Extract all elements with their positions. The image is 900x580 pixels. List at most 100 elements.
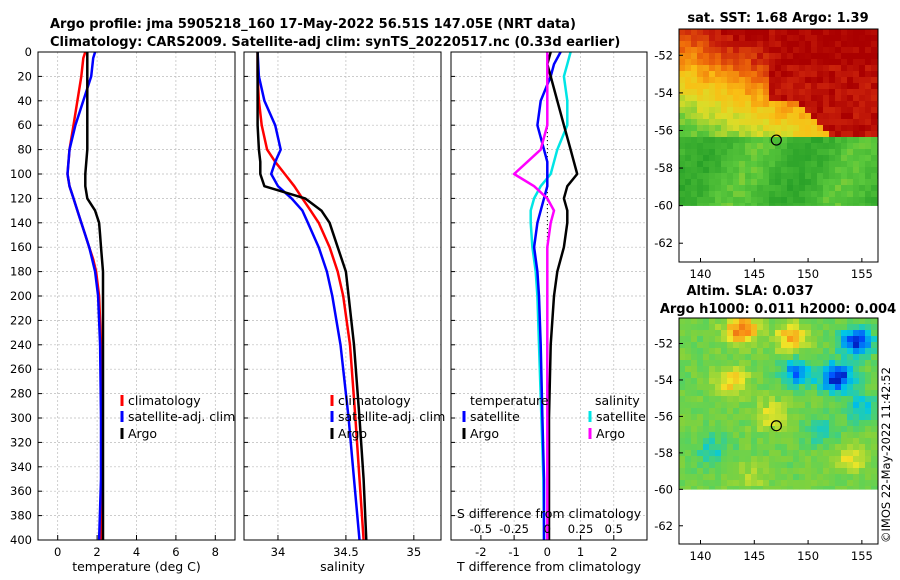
map-cell bbox=[859, 155, 866, 162]
map-cell bbox=[787, 420, 794, 427]
map-cell bbox=[739, 330, 746, 337]
map-cell bbox=[841, 143, 848, 150]
map-cell bbox=[805, 95, 812, 102]
map-cell bbox=[769, 119, 776, 126]
map-cell bbox=[781, 384, 788, 391]
map-cell bbox=[697, 444, 704, 451]
map-cell bbox=[679, 432, 686, 439]
x-tick-label: 34.5 bbox=[333, 545, 359, 559]
map-cell bbox=[823, 35, 830, 42]
map-cell bbox=[841, 77, 848, 84]
map-cell bbox=[727, 197, 734, 204]
map-x-tick-label: 150 bbox=[797, 267, 819, 281]
map-cell bbox=[727, 47, 734, 54]
map-cell bbox=[691, 83, 698, 90]
map-cell bbox=[751, 161, 758, 168]
map-cell bbox=[835, 203, 842, 206]
map-cell bbox=[781, 330, 788, 337]
map-cell bbox=[763, 480, 770, 487]
map-cell bbox=[847, 71, 854, 78]
map-cell bbox=[697, 107, 704, 114]
map-cell bbox=[733, 65, 740, 72]
map-cell bbox=[751, 47, 758, 54]
map-cell bbox=[775, 420, 782, 427]
map-cell bbox=[685, 318, 692, 325]
map-cell bbox=[859, 143, 866, 150]
map-cell bbox=[799, 131, 806, 138]
map-cell bbox=[865, 47, 872, 54]
map-cell bbox=[739, 402, 746, 409]
map-cell bbox=[817, 71, 824, 78]
map-cell bbox=[739, 41, 746, 48]
map-cell bbox=[871, 47, 878, 54]
map-cell bbox=[841, 203, 848, 206]
map-cell bbox=[709, 330, 716, 337]
map-cell bbox=[697, 71, 704, 78]
map-cell bbox=[757, 65, 764, 72]
map-cell bbox=[823, 155, 830, 162]
map-cell bbox=[865, 149, 872, 156]
map-cell bbox=[793, 360, 800, 367]
map-cell bbox=[751, 414, 758, 421]
map-cell bbox=[769, 342, 776, 349]
map-cell bbox=[745, 59, 752, 66]
map-cell bbox=[757, 167, 764, 174]
map-cell bbox=[763, 366, 770, 373]
map-cell bbox=[715, 161, 722, 168]
map-cell bbox=[733, 378, 740, 385]
map-cell bbox=[847, 113, 854, 120]
map-cell bbox=[781, 125, 788, 132]
map-cell bbox=[859, 203, 866, 206]
map-cell bbox=[799, 438, 806, 445]
map-cell bbox=[691, 191, 698, 198]
map-cell bbox=[745, 113, 752, 120]
map-cell bbox=[787, 83, 794, 90]
map-cell bbox=[739, 486, 746, 490]
map-cell bbox=[817, 35, 824, 42]
sla-map-title-2: Argo h1000: 0.011 h2000: 0.004 bbox=[660, 302, 896, 317]
map-cell bbox=[853, 191, 860, 198]
map-cell bbox=[703, 444, 710, 451]
map-cell bbox=[727, 372, 734, 379]
map-cell bbox=[775, 167, 782, 174]
map-cell bbox=[733, 456, 740, 463]
map-cell bbox=[859, 101, 866, 108]
sal-legend-climatology-label: climatology bbox=[338, 393, 411, 408]
map-cell bbox=[829, 149, 836, 156]
map-cell bbox=[691, 342, 698, 349]
map-cell bbox=[799, 468, 806, 475]
map-y-tick-label: -56 bbox=[654, 409, 673, 423]
map-cell bbox=[739, 95, 746, 102]
map-cell bbox=[757, 161, 764, 168]
map-cell bbox=[691, 173, 698, 180]
map-cell bbox=[709, 468, 716, 475]
map-cell bbox=[715, 420, 722, 427]
map-cell bbox=[811, 438, 818, 445]
map-cell bbox=[709, 47, 716, 54]
map-cell bbox=[691, 450, 698, 457]
map-cell bbox=[829, 59, 836, 66]
map-cell bbox=[853, 354, 860, 361]
map-cell bbox=[835, 402, 842, 409]
map-cell bbox=[697, 41, 704, 48]
map-cell bbox=[739, 107, 746, 114]
map-cell bbox=[805, 173, 812, 180]
map-cell bbox=[757, 414, 764, 421]
map-cell bbox=[691, 185, 698, 192]
map-cell bbox=[691, 107, 698, 114]
map-cell bbox=[775, 318, 782, 325]
map-cell bbox=[715, 462, 722, 469]
map-cell bbox=[853, 53, 860, 60]
map-cell bbox=[781, 107, 788, 114]
map-cell bbox=[841, 486, 848, 490]
map-cell bbox=[691, 366, 698, 373]
map-cell bbox=[811, 65, 818, 72]
map-cell bbox=[841, 474, 848, 481]
map-cell bbox=[763, 143, 770, 150]
map-cell bbox=[859, 336, 866, 343]
map-cell bbox=[757, 444, 764, 451]
map-cell bbox=[871, 426, 878, 433]
map-cell bbox=[853, 125, 860, 132]
map-cell bbox=[865, 414, 872, 421]
map-cell bbox=[757, 420, 764, 427]
